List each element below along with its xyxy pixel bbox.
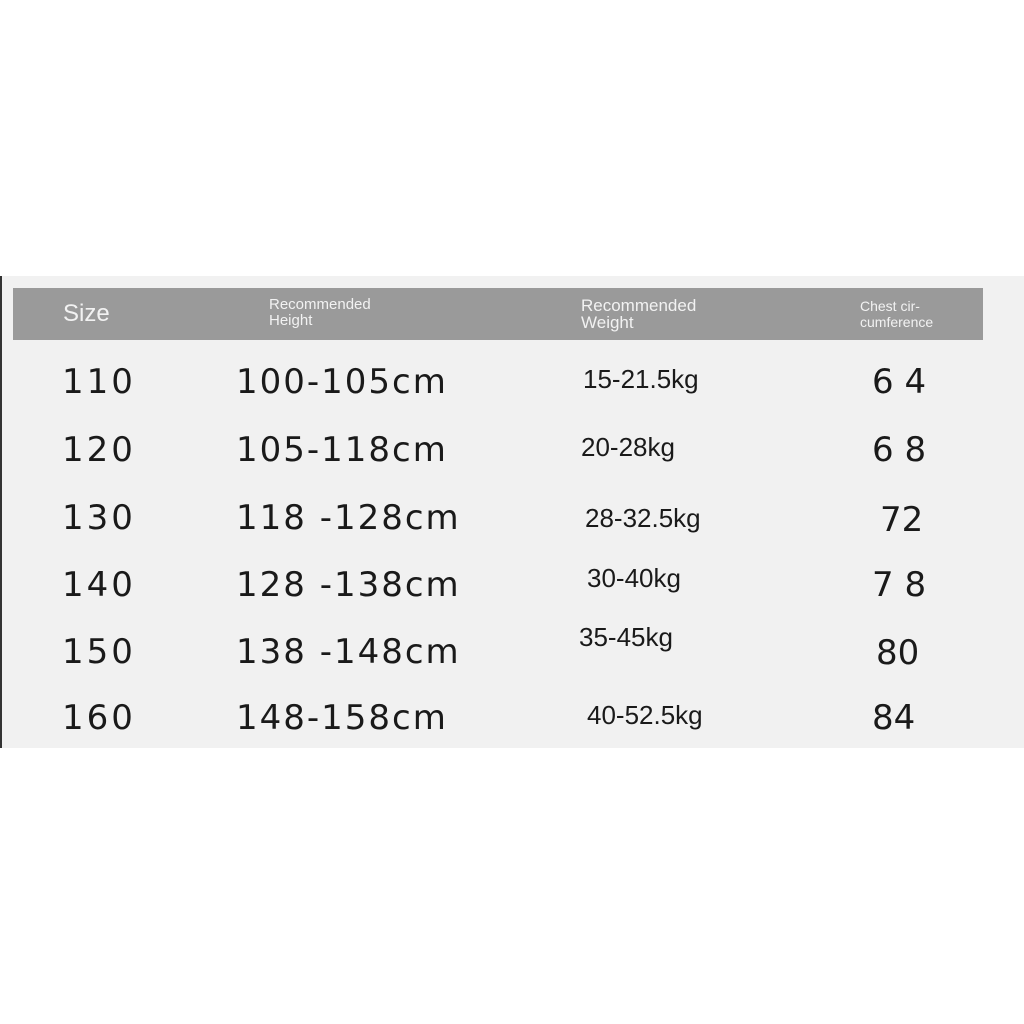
header-height-line2: Height: [269, 312, 313, 329]
row-chest: 80: [876, 633, 920, 673]
row-height: 138 -148cm: [236, 632, 461, 672]
header-height-line1: Recommended: [269, 296, 371, 313]
row-weight: 35-45kg: [579, 622, 673, 652]
row-weight: 15-21.5kg: [583, 364, 699, 394]
row-weight: 30-40kg: [587, 563, 681, 593]
header-height: Recommended Height: [269, 297, 371, 329]
row-size: 140: [62, 565, 136, 605]
row-height: 100-105cm: [236, 362, 448, 402]
row-size: 130: [62, 498, 136, 538]
row-chest: 6 8: [872, 430, 927, 470]
row-chest: 6 4: [872, 362, 927, 402]
row-weight: 40-52.5kg: [587, 700, 703, 730]
row-chest: 84: [872, 698, 916, 738]
row-size: 160: [62, 698, 136, 738]
header-chest: Chest cir-cumference: [860, 298, 933, 330]
row-weight: 28-32.5kg: [585, 503, 701, 533]
table-header: Size Recommended Height Recommended Weight…: [13, 288, 983, 340]
header-size: Size: [63, 300, 110, 327]
row-size: 120: [62, 430, 136, 470]
row-chest: 72: [880, 500, 924, 540]
header-weight: Recommended Weight: [581, 297, 696, 331]
row-height: 148-158cm: [236, 698, 448, 738]
row-height: 105-118cm: [236, 430, 448, 470]
header-weight-line1: Recommended: [581, 296, 697, 315]
size-chart-panel: [0, 276, 1024, 748]
row-size: 150: [62, 632, 136, 672]
row-height: 118 -128cm: [236, 498, 461, 538]
row-chest: 7 8: [872, 565, 927, 605]
row-size: 110: [62, 362, 136, 402]
row-height: 128 -138cm: [236, 565, 461, 605]
header-chest-line1: Chest cir-: [860, 298, 920, 314]
header-chest-line2: cumference: [860, 314, 934, 330]
header-weight-line2: Weight: [581, 313, 634, 332]
row-weight: 20-28kg: [581, 432, 675, 462]
